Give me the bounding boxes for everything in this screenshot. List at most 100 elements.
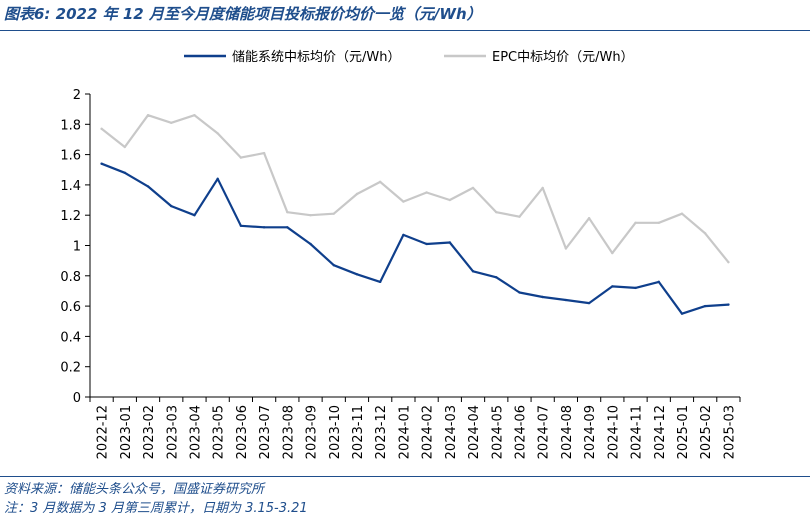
legend: 储能系统中标均价（元/Wh） EPC中标均价（元/Wh） [184, 50, 634, 65]
data-point-system [541, 295, 544, 299]
data-point-epc [611, 251, 614, 255]
x-tick-label: 2024-08 [560, 405, 575, 459]
data-point-system [216, 177, 219, 181]
data-point-system [611, 285, 614, 288]
x-tick-label: 2023-07 [258, 405, 273, 459]
x-tick-label: 2024-01 [397, 405, 412, 459]
series-line-epc [100, 114, 730, 264]
x-tick-label: 2023-05 [212, 405, 227, 459]
y-tick-label: 1.8 [60, 118, 81, 133]
data-point-epc [727, 260, 730, 264]
data-point-epc [239, 156, 243, 159]
data-point-epc [680, 212, 684, 215]
data-point-system [170, 204, 173, 208]
x-tick-label: 2023-08 [281, 405, 296, 459]
data-point-epc [402, 200, 405, 203]
data-point-system [587, 301, 591, 305]
data-point-system [727, 303, 730, 306]
data-point-epc [170, 121, 173, 124]
legend-label-epc: EPC中标均价（元/Wh） [492, 50, 634, 65]
data-point-epc [518, 215, 521, 218]
data-point-system [123, 171, 127, 174]
y-tick-label: 1 [73, 240, 81, 255]
data-point-system [564, 298, 568, 302]
data-point-epc [309, 214, 312, 217]
data-point-epc [378, 180, 382, 184]
data-point-system [634, 286, 637, 290]
x-tick-label: 2025-03 [722, 405, 737, 459]
data-point-system [657, 280, 660, 284]
y-tick-label: 0.2 [60, 361, 81, 376]
x-tick-label: 2024-04 [467, 405, 482, 459]
y-tick-label: 0 [73, 391, 81, 406]
data-point-epc [657, 221, 660, 224]
data-point-epc [471, 186, 475, 190]
data-point-epc [123, 145, 127, 149]
data-point-epc [193, 114, 196, 117]
y-tick-label: 0.4 [60, 330, 81, 345]
x-tick-label: 2023-04 [188, 405, 203, 459]
x-tick-label: 2023-12 [374, 405, 389, 459]
data-point-epc [100, 127, 103, 131]
x-tick-label: 2025-02 [699, 405, 714, 459]
legend-label-system: 储能系统中标均价（元/Wh） [232, 50, 400, 65]
data-point-system [518, 291, 521, 294]
x-tick-label: 2024-06 [513, 405, 528, 459]
x-tick-label: 2024-02 [421, 405, 436, 459]
y-tick-label: 1.2 [60, 209, 81, 224]
data-point-epc [355, 192, 359, 196]
line-chart: 储能系统中标均价（元/Wh） EPC中标均价（元/Wh） 00.20.40.60… [60, 50, 741, 459]
data-point-epc [146, 114, 150, 117]
x-tick-label: 2024-10 [606, 405, 621, 459]
y-axis: 0 0.2 0.4 0.6 0.8 1 1.2 1.4 1.6 1.8 2 [60, 88, 91, 406]
x-tick-label: 2023-03 [165, 405, 180, 459]
y-tick-label: 1.6 [60, 149, 81, 164]
data-point-epc [703, 232, 707, 235]
data-point-epc [216, 132, 219, 135]
x-tick-label: 2023-02 [142, 405, 157, 459]
data-point-system [703, 304, 707, 308]
x-tick-label: 2024-07 [537, 405, 552, 459]
source-note: 资料来源：储能头条公众号，国盛证券研究所 [4, 482, 265, 497]
x-tick-label: 2023-09 [305, 405, 320, 459]
data-point-system [146, 185, 150, 188]
footnote: 注：3 月数据为 3 月第三周累计，日期为 3.15-3.21 [4, 501, 308, 516]
data-point-system [100, 162, 103, 165]
y-tick-label: 2 [73, 88, 81, 103]
title-divider [0, 30, 810, 31]
x-tick-label: 2023-01 [119, 405, 134, 459]
figure-title: 图表6: 2022 年 12 月至今月度储能项目投标报价均价一览（元/Wh） [4, 5, 482, 23]
data-point-epc [286, 210, 289, 214]
data-point-system [471, 270, 475, 273]
data-point-epc [262, 151, 266, 155]
data-point-epc [425, 191, 428, 194]
data-point-epc [587, 217, 591, 220]
x-tick-label: 2023-10 [328, 405, 343, 459]
y-tick-label: 0.6 [60, 300, 81, 315]
data-point-epc [634, 221, 637, 224]
data-point-system [309, 242, 312, 246]
data-point-system [355, 273, 359, 276]
data-point-system [262, 226, 266, 229]
footer-divider [0, 476, 810, 477]
x-tick-label: 2025-01 [676, 405, 691, 459]
x-tick-label: 2022-12 [96, 405, 111, 459]
x-tick-label: 2024-09 [583, 405, 598, 459]
data-point-system [425, 242, 428, 246]
x-tick-label: 2024-11 [630, 405, 645, 459]
x-tick-label: 2023-06 [235, 405, 250, 459]
data-point-epc [332, 212, 335, 215]
data-point-system [680, 312, 684, 315]
series-line-system [100, 162, 730, 315]
x-tick-label: 2024-03 [444, 405, 459, 459]
data-point-system [402, 233, 405, 237]
data-point-system [286, 226, 289, 229]
x-tick-label: 2024-12 [653, 405, 668, 459]
data-point-epc [495, 210, 498, 214]
data-point-system [239, 224, 243, 228]
x-axis: 2022-12 2023-01 2023-02 2023-03 2023-04 2023-… [89, 396, 741, 459]
data-point-system [193, 214, 196, 217]
data-point-system [332, 263, 335, 267]
x-tick-label: 2024-05 [490, 405, 505, 459]
plot-area [100, 114, 730, 315]
